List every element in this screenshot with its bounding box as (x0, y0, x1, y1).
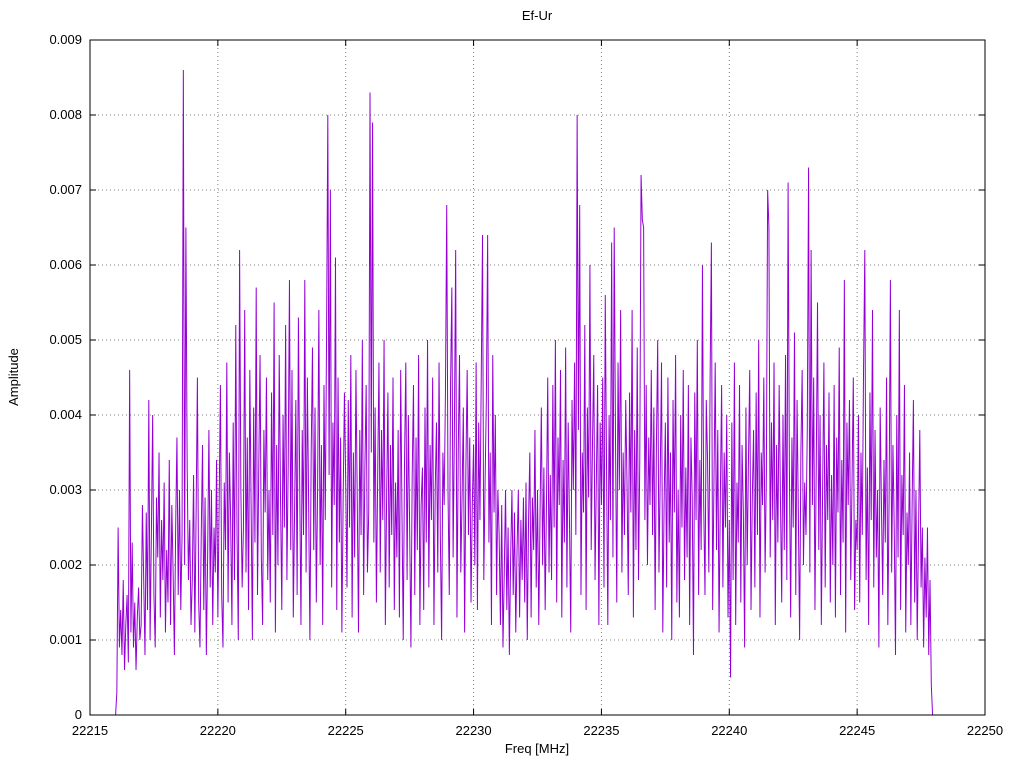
y-tick-label: 0.003 (49, 482, 82, 497)
x-tick-label: 22250 (967, 723, 1003, 738)
x-tick-label: 22240 (711, 723, 747, 738)
y-tick-label: 0.001 (49, 632, 82, 647)
y-axis-label: Amplitude (6, 348, 21, 406)
x-tick-label: 22235 (583, 723, 619, 738)
tick-labels: 22215 22220 22225 22230 22235 22240 22245 22250… (49, 32, 1003, 738)
y-tick-label: 0.002 (49, 557, 82, 572)
y-tick-label: 0.004 (49, 407, 82, 422)
axis-ticks (89, 39, 986, 716)
y-tick-label: 0 (75, 707, 82, 722)
x-tick-label: 22245 (839, 723, 875, 738)
y-tick-label: 0.008 (49, 107, 82, 122)
data-series-line (115, 69, 934, 716)
x-tick-label: 22225 (328, 723, 364, 738)
y-tick-label: 0.009 (49, 32, 82, 47)
y-tick-label: 0.005 (49, 332, 82, 347)
chart-title: Ef-Ur (522, 8, 553, 23)
plot-border (89, 39, 986, 716)
x-tick-label: 22215 (72, 723, 108, 738)
y-tick-label: 0.006 (49, 257, 82, 272)
x-tick-label: 22220 (200, 723, 236, 738)
x-tick-label: 22230 (455, 723, 491, 738)
grid-lines (90, 40, 985, 715)
signal-trace (115, 69, 934, 716)
y-tick-label: 0.007 (49, 182, 82, 197)
x-axis-label: Freq [MHz] (505, 741, 569, 756)
